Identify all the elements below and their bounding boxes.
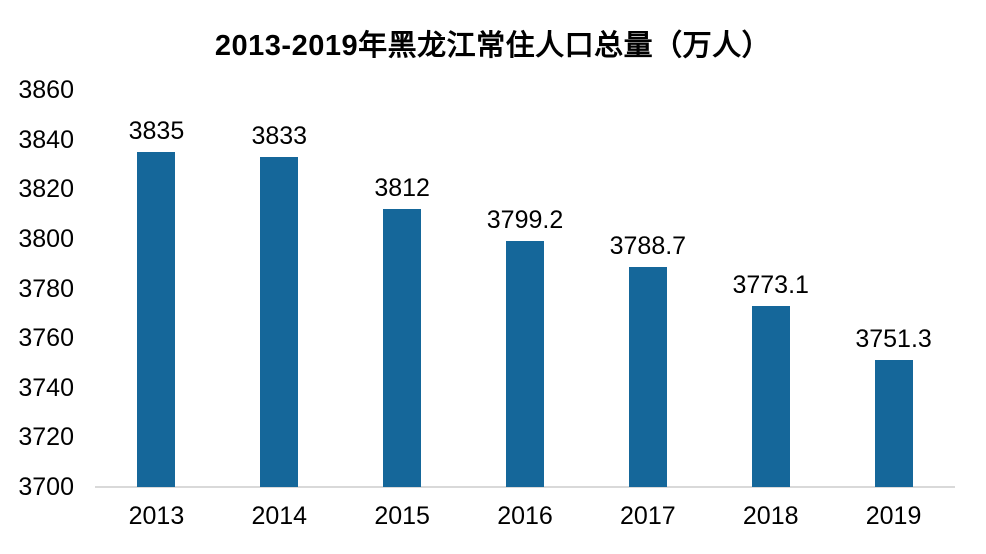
x-tick-label: 2015	[374, 502, 430, 530]
bar-value-label: 3835	[128, 117, 185, 146]
x-tick-label: 2016	[497, 502, 553, 530]
y-tick-label: 3860	[18, 76, 74, 104]
bar-value-label: 3833	[251, 122, 308, 150]
bar-value-label: 3773.1	[732, 270, 809, 299]
bar-value-label: 3799.2	[486, 205, 564, 234]
x-tick-label: 2018	[742, 502, 799, 530]
y-tick-label: 3780	[18, 274, 74, 303]
y-tick-label: 3820	[18, 175, 74, 204]
y-axis: 3700 3720 3740 3760 3780 3800 3820 3840 3860	[0, 77, 78, 500]
x-axis-line	[95, 486, 955, 488]
bar-2018	[751, 305, 790, 487]
bar-2015	[383, 209, 422, 487]
x-tick-label: 2017	[620, 502, 676, 530]
x-tick-label: 2019	[865, 502, 922, 530]
y-tick-label: 3700	[18, 473, 74, 501]
bar-value-label: 3751.3	[855, 324, 932, 353]
y-tick-label: 3720	[18, 423, 74, 452]
bar-2019	[874, 359, 913, 487]
y-tick-label: 3840	[18, 125, 74, 154]
x-tick-label: 2013	[128, 502, 185, 530]
bar-2017	[628, 266, 667, 487]
x-axis: 2013 2014 2015 2016 2017 2018 2019	[95, 501, 955, 535]
y-tick-label: 3760	[18, 324, 74, 353]
bar-2016	[506, 240, 544, 487]
y-tick-label: 3800	[18, 224, 74, 253]
bar-value-label: 3812	[374, 174, 430, 203]
bar-value-label: 3788.7	[609, 231, 687, 260]
chart-title: 2013-2019年黑龙江常住人口总量（万人）	[214, 30, 772, 62]
y-tick-label: 3740	[18, 373, 74, 402]
plot-area: 3835 3833 3812 3799.2 3788.7 3773.1 3751.3	[95, 90, 955, 488]
bar-2013	[137, 152, 176, 487]
x-tick-label: 2014	[251, 502, 308, 530]
bar-2014	[260, 157, 299, 487]
